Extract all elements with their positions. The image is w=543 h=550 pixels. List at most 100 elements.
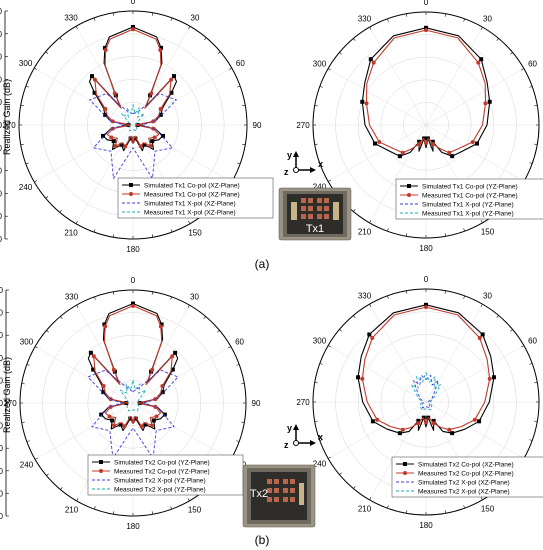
radial-tick-label: 10 [0, 489, 4, 498]
outer-tick [510, 329, 513, 332]
series-line-4 [119, 379, 147, 412]
grid-spoke [132, 402, 231, 460]
angle-tick-label: 240 [20, 461, 34, 470]
grid-spoke [425, 124, 524, 182]
radial-tick-label: 10 [0, 212, 3, 221]
angle-tick-label: 300 [313, 60, 327, 69]
outer-tick [327, 456, 331, 459]
data-point [479, 57, 484, 62]
data-point [103, 324, 108, 329]
data-point [143, 422, 148, 427]
angle-tick-label: 270 [3, 399, 17, 408]
data-point [375, 417, 380, 422]
outer-tick [353, 486, 356, 489]
outer-tick [529, 86, 533, 88]
grid-spoke [132, 124, 232, 183]
outer-tick [510, 52, 513, 55]
outer-tick [242, 104, 246, 107]
outer-tick [319, 363, 323, 365]
grid-spoke [132, 67, 232, 126]
data-point [474, 141, 479, 146]
outer-tick [151, 12, 154, 16]
outer-tick [21, 383, 25, 385]
panel-label-a: (a) [255, 257, 270, 271]
grid-spoke [35, 346, 134, 404]
angle-tick-label: 300 [20, 338, 34, 347]
data-point [483, 101, 488, 106]
photo-label-tx1: Tx1 [306, 223, 324, 235]
outer-tick [217, 330, 220, 333]
radial-tick-label: -20 [0, 422, 4, 431]
grid-spoke [328, 68, 427, 126]
outer-tick [21, 421, 25, 423]
outer-tick [369, 26, 372, 30]
outer-tick [319, 439, 323, 441]
legend-box [395, 178, 543, 220]
outer-tick [187, 498, 190, 502]
data-point [476, 60, 481, 65]
series-line-3 [413, 374, 439, 409]
outer-tick [188, 220, 191, 224]
data-point [112, 91, 117, 96]
outer-tick [217, 51, 221, 54]
radial-tick-label: 20 [0, 7, 3, 16]
data-point [103, 107, 108, 112]
outer-tick [496, 38, 499, 41]
polar-chart-2: 0306090120150180210240270300330Simulated… [296, 0, 543, 253]
data-point [128, 416, 133, 421]
data-point [150, 367, 155, 372]
legend-entry: Simulated Tx1 Co-pol (XZ-Plane) [144, 183, 240, 190]
outer-tick [203, 316, 206, 319]
data-point [131, 303, 135, 308]
legend-entry: Simulated Tx1 X-pol (XZ-Plane) [144, 201, 236, 208]
outer-tick [237, 162, 241, 165]
grid-spoke [369, 124, 427, 223]
angle-tick-label: 0 [424, 275, 429, 284]
data-point [424, 420, 428, 425]
data-point [491, 375, 496, 380]
data-point [103, 48, 108, 53]
data-point [371, 60, 376, 65]
legend-entry: Measured Tx1 X-pol (XZ-Plane) [144, 210, 236, 217]
data-point [110, 418, 115, 423]
data-point [108, 404, 113, 409]
data-point [142, 142, 147, 147]
legend-entry: Simulated Tx2 X-pol (YZ-Plane) [114, 478, 206, 485]
outer-tick [93, 17, 96, 21]
outer-tick [25, 162, 29, 165]
angle-tick-label: 240 [313, 460, 327, 469]
series-line-1 [87, 303, 179, 432]
data-point [113, 143, 118, 148]
data-point [373, 141, 378, 146]
outer-tick [112, 234, 115, 238]
legend-marker [129, 183, 133, 187]
data-point [131, 27, 135, 32]
outer-tick [534, 420, 538, 422]
data-point [111, 139, 116, 144]
data-point [154, 414, 159, 419]
data-point [131, 301, 135, 306]
angle-tick-label: 210 [358, 505, 372, 514]
axis-x-label-a: x [318, 159, 323, 169]
radial-tick-label: -20 [0, 144, 3, 153]
legend-marker [407, 184, 411, 188]
legend-marker [403, 462, 407, 466]
outer-tick [444, 290, 446, 294]
data-point [103, 112, 108, 117]
legend-entry: Measured Tx1 X-pol (YZ-Plane) [422, 211, 514, 218]
outer-tick [34, 346, 38, 349]
angle-tick-label: 30 [483, 291, 492, 300]
outer-tick [151, 511, 153, 515]
legend-box [87, 454, 244, 496]
outer-tick [236, 440, 240, 442]
outer-tick [59, 37, 62, 41]
data-point [169, 77, 174, 82]
outer-tick [94, 506, 96, 510]
data-point [397, 431, 402, 436]
outer-tick [20, 104, 24, 107]
axes-indicator-b: y x z [284, 423, 323, 450]
data-point [138, 144, 143, 149]
data-point [102, 322, 107, 327]
grid-spoke [35, 402, 134, 460]
outer-tick [170, 506, 172, 510]
